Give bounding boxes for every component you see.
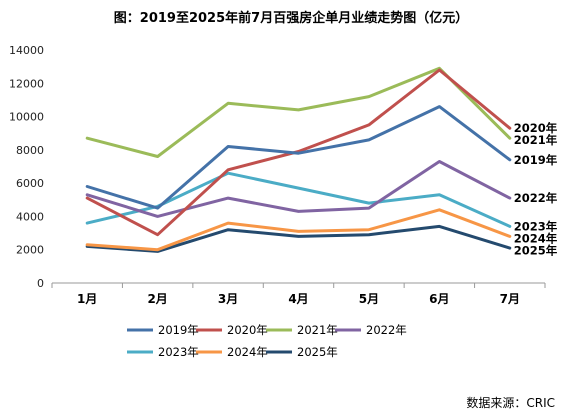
- y-axis: 0 2000 4000 6000 8000 10000 12000 14000: [9, 44, 44, 290]
- series-line-2020年: [85, 68, 512, 237]
- y-tick-label: 6000: [16, 177, 44, 190]
- y-tick-label: 8000: [16, 144, 44, 157]
- legend-label: 2019年: [158, 323, 199, 337]
- series-end-label: 2024年: [514, 231, 558, 245]
- series-end-label: 2020年: [514, 121, 558, 135]
- series-line-2021年: [85, 66, 512, 158]
- y-tick-label: 14000: [9, 44, 44, 57]
- x-axis: 1月 2月 3月 4月 5月 6月 7月: [51, 282, 546, 306]
- series-lines: [85, 66, 512, 253]
- series-line-2019年: [85, 105, 512, 210]
- series-line-2025年: [85, 224, 512, 253]
- series-end-label: 2019年: [514, 153, 558, 167]
- x-tick-label: 4月: [288, 292, 308, 306]
- x-tick-label: 5月: [359, 292, 379, 306]
- x-tick-label: 3月: [218, 292, 238, 306]
- legend-label: 2020年: [227, 323, 268, 337]
- legend-label: 2021年: [297, 323, 338, 337]
- series-end-label: 2023年: [514, 219, 558, 233]
- legend-label: 2025年: [297, 345, 338, 359]
- series-end-label: 2022年: [514, 191, 558, 205]
- series-line-2023年: [85, 171, 512, 228]
- x-tick-label: 2月: [147, 292, 167, 306]
- legend-label: 2023年: [158, 345, 199, 359]
- y-tick-label: 4000: [16, 210, 44, 223]
- legend: 2019年 2020年 2021年 2022年 2023年 2024年 2025年: [127, 323, 407, 359]
- y-tick-label: 0: [37, 277, 44, 290]
- y-tick-label: 10000: [9, 111, 44, 124]
- series-line-2022年: [85, 160, 512, 218]
- x-tick-label: 1月: [77, 292, 97, 306]
- legend-label: 2022年: [366, 323, 407, 337]
- chart-title: 图：2019至2025年前7月百强房企单月业绩走势图（亿元）: [114, 10, 468, 26]
- x-tick-label: 7月: [500, 292, 520, 306]
- series-line-2024年: [85, 208, 512, 252]
- x-tick-label: 6月: [429, 292, 449, 306]
- y-tick-label: 12000: [9, 77, 44, 90]
- series-end-label: 2025年: [514, 243, 558, 257]
- source-note: 数据来源：CRIC: [466, 395, 555, 410]
- y-tick-label: 2000: [16, 244, 44, 257]
- series-end-label: 2021年: [514, 133, 558, 147]
- legend-label: 2024年: [227, 345, 268, 359]
